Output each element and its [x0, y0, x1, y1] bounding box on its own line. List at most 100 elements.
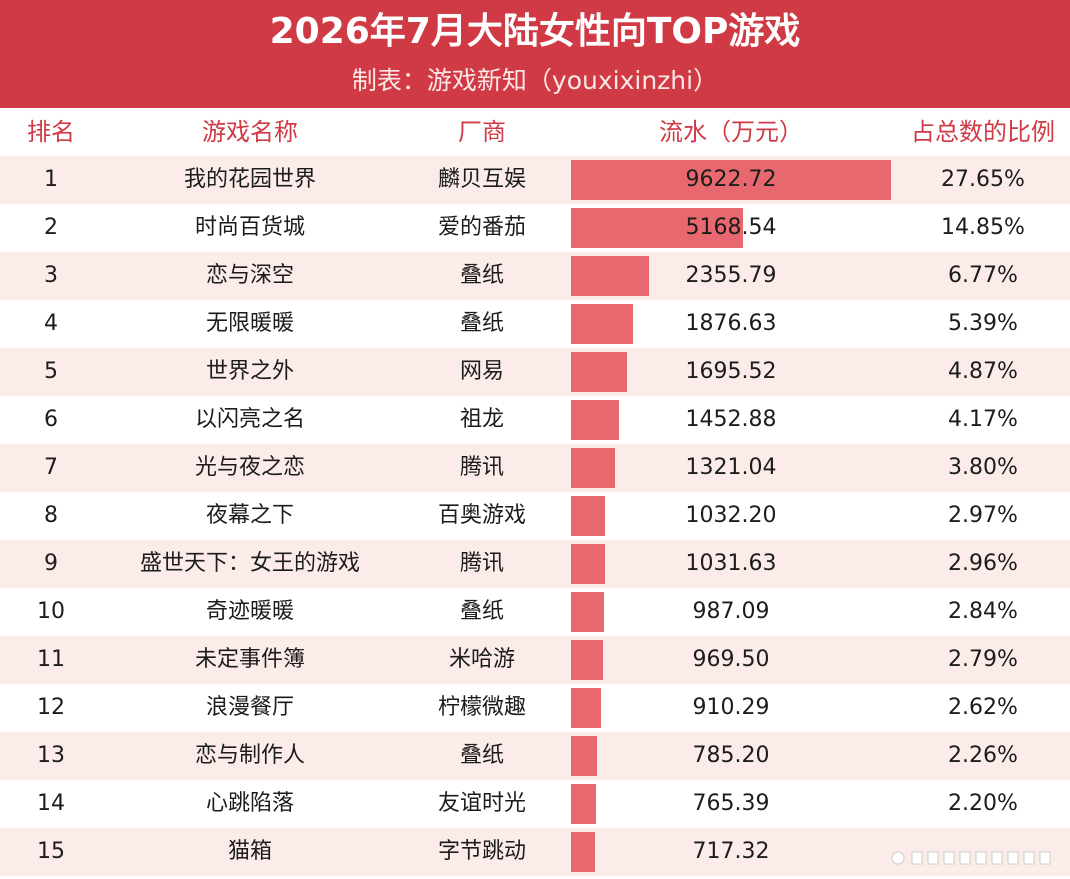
game-name-cell: 无限暖暖 [205, 311, 294, 336]
rank-cell: 6 [44, 407, 58, 432]
title-banner: 2026年7月大陆女性向TOP游戏 制表：游戏新知（youxixinzhi） [0, 0, 1070, 108]
revenue-label: 969.50 [692, 647, 770, 672]
game-name-cell: 光与夜之恋 [194, 455, 305, 480]
share-cell: 14.85% [941, 215, 1025, 240]
game-name-cell: 浪漫餐厅 [205, 695, 294, 720]
table-row: 10 奇迹暖暖 叠纸 987.09 2.84% [0, 588, 1070, 636]
table-row: 11 未定事件簿 米哈游 969.50 2.79% [0, 636, 1070, 684]
vendor-cell: 麟贝互娱 [437, 167, 526, 192]
vendor-cell: 字节跳动 [437, 839, 526, 864]
table-row: 4 无限暖暖 叠纸 1876.63 5.39% [0, 300, 1070, 348]
rank-cell: 12 [37, 695, 65, 720]
column-header-name: 游戏名称 [202, 118, 298, 146]
page-subtitle: 制表：游戏新知（youxixinzhi） [351, 66, 719, 95]
revenue-bar [571, 688, 602, 728]
game-name-cell: 以闪亮之名 [194, 407, 305, 432]
share-cell: 4.87% [948, 359, 1018, 384]
vendor-cell: 友谊时光 [437, 791, 526, 816]
revenue-bar [571, 832, 595, 872]
revenue-label: 5168.54 [685, 215, 777, 240]
column-header-vendor: 厂商 [458, 118, 506, 146]
column-header-revenue: 流水（万元） [659, 118, 803, 146]
revenue-label: 2355.79 [685, 263, 777, 288]
table-row: 8 夜幕之下 百奥游戏 1032.20 2.97% [0, 492, 1070, 540]
revenue-bar [571, 400, 620, 440]
revenue-label: 987.09 [692, 599, 770, 624]
rank-cell: 9 [44, 551, 58, 576]
game-name-cell: 奇迹暖暖 [205, 599, 294, 624]
game-name-cell: 盛世天下：女王的游戏 [139, 551, 360, 576]
revenue-bar [571, 352, 628, 392]
revenue-label: 765.39 [692, 791, 770, 816]
vendor-cell: 叠纸 [459, 263, 504, 288]
share-cell: 27.65% [941, 167, 1025, 192]
game-name-cell: 时尚百货城 [194, 215, 305, 240]
rank-cell: 14 [37, 791, 65, 816]
share-cell: 2.62% [948, 695, 1018, 720]
table-row: 5 世界之外 网易 1695.52 4.87% [0, 348, 1070, 396]
revenue-bar [571, 496, 606, 536]
vendor-cell: 叠纸 [459, 743, 504, 768]
rank-cell: 8 [44, 503, 58, 528]
table-row: 6 以闪亮之名 祖龙 1452.88 4.17% [0, 396, 1070, 444]
table-header: 排名 游戏名称 厂商 流水（万元） 占总数的比例 [0, 108, 1070, 156]
table-row: 12 浪漫餐厅 柠檬微趣 910.29 2.62% [0, 684, 1070, 732]
revenue-label: 1695.52 [685, 359, 777, 384]
share-cell: 3.80% [948, 455, 1018, 480]
revenue-bar [571, 160, 891, 200]
revenue-label: 1032.20 [685, 503, 777, 528]
revenue-label: 785.20 [692, 743, 770, 768]
revenue-label: 1452.88 [685, 407, 777, 432]
share-cell: 2.20% [948, 791, 1018, 816]
revenue-label: 9622.72 [685, 167, 777, 192]
table-row: 1 我的花园世界 麟贝互娱 9622.72 27.65% [0, 156, 1070, 204]
table-row: 2 时尚百货城 爱的番茄 5168.54 14.85% [0, 204, 1070, 252]
revenue-label: 1031.63 [685, 551, 777, 576]
revenue-bar [571, 784, 597, 824]
vendor-cell: 腾讯 [459, 551, 504, 576]
table-row: 9 盛世天下：女王的游戏 腾讯 1031.63 2.96% [0, 540, 1070, 588]
table-row: 14 心跳陷落 友谊时光 765.39 2.20% [0, 780, 1070, 828]
vendor-cell: 百奥游戏 [437, 503, 526, 528]
game-name-cell: 我的花园世界 [183, 167, 316, 192]
table-row: 3 恋与深空 叠纸 2355.79 6.77% [0, 252, 1070, 300]
share-cell: 4.17% [948, 407, 1018, 432]
vendor-cell: 柠檬微趣 [437, 695, 526, 720]
vendor-cell: 腾讯 [459, 455, 504, 480]
vendor-cell: 祖龙 [459, 407, 504, 432]
rank-cell: 7 [44, 455, 58, 480]
revenue-bar [571, 736, 598, 776]
rank-cell: 3 [44, 263, 58, 288]
game-name-cell: 恋与深空 [205, 263, 294, 288]
game-name-cell: 世界之外 [205, 359, 294, 384]
revenue-bar [571, 448, 615, 488]
rank-cell: 2 [44, 215, 58, 240]
column-header-rank: 排名 [27, 118, 75, 146]
share-cell: 2.96% [948, 551, 1018, 576]
revenue-bar [571, 304, 634, 344]
table-row: 13 恋与制作人 叠纸 785.20 2.26% [0, 732, 1070, 780]
revenue-label: 717.32 [692, 839, 770, 864]
table-row: 15 猫箱 字节跳动 717.32 [0, 828, 1070, 876]
table-row: 7 光与夜之恋 腾讯 1321.04 3.80% [0, 444, 1070, 492]
revenue-label: 1321.04 [685, 455, 777, 480]
rank-cell: 1 [44, 167, 58, 192]
game-name-cell: 未定事件簿 [194, 647, 305, 672]
game-name-cell: 夜幕之下 [205, 503, 294, 528]
share-cell: 5.39% [948, 311, 1018, 336]
rank-cell: 10 [37, 599, 65, 624]
revenue-label: 1876.63 [685, 311, 777, 336]
rank-cell: 11 [37, 647, 65, 672]
table-body: 1 我的花园世界 麟贝互娱 9622.72 27.65% 2 时尚百货城 爱的番茄 5168.5… [0, 156, 1070, 879]
game-name-cell: 恋与制作人 [194, 743, 305, 768]
game-name-cell: 猫箱 [227, 839, 272, 864]
revenue-bar [571, 592, 604, 632]
game-name-cell: 心跳陷落 [205, 791, 294, 816]
revenue-bar [571, 544, 606, 584]
rank-cell: 4 [44, 311, 58, 336]
rank-cell: 5 [44, 359, 58, 384]
revenue-bar [571, 640, 604, 680]
share-cell: 6.77% [948, 263, 1018, 288]
rank-cell: 13 [37, 743, 65, 768]
share-cell: 2.26% [948, 743, 1018, 768]
